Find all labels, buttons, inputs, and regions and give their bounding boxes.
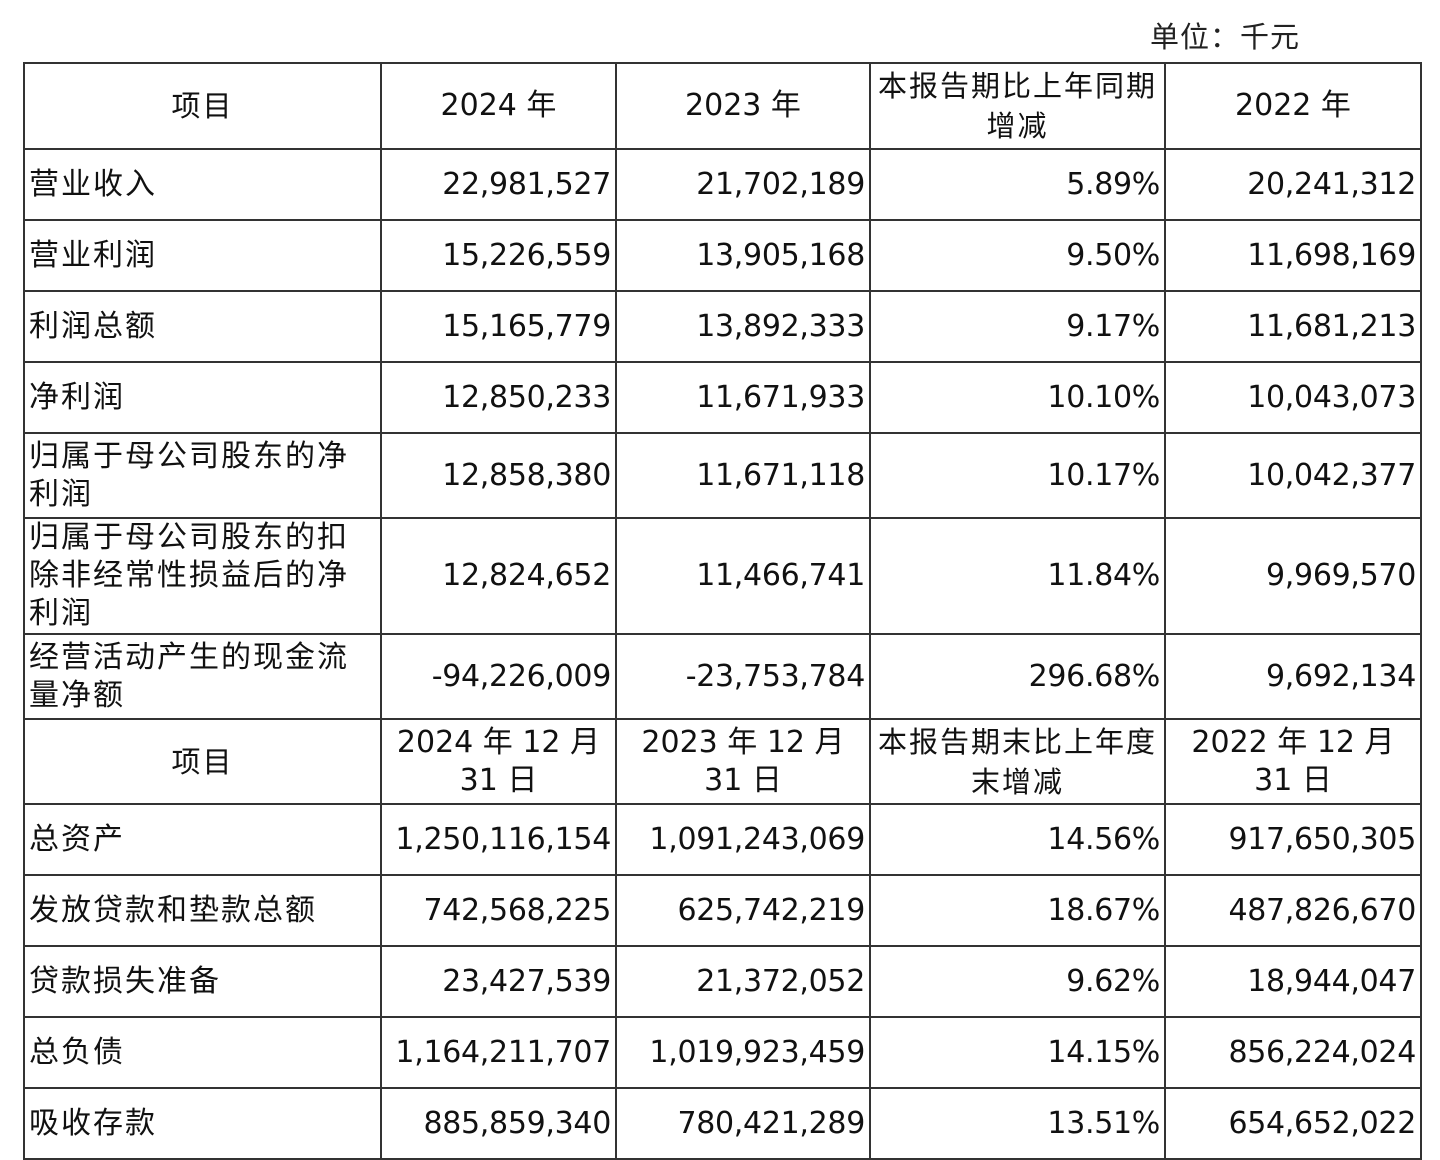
row-label: 营业收入	[23, 148, 382, 221]
table-row: 营业收入 22,981,527 21,702,189 5.89% 20,241,312	[23, 148, 1422, 221]
change-percent: 5.89%	[869, 148, 1166, 221]
change-percent: 9.50%	[869, 219, 1166, 292]
header-2022: 2022 年 12 月 31 日	[1164, 718, 1422, 805]
value-2024: 15,226,559	[380, 219, 617, 292]
value-2022: 18,944,047	[1164, 945, 1422, 1018]
unit-label: 单位：千元	[1150, 20, 1301, 54]
change-percent: 13.51%	[869, 1087, 1166, 1160]
value-2024: 12,824,652	[380, 517, 617, 635]
value-2024: 23,427,539	[380, 945, 617, 1018]
change-percent: 10.10%	[869, 361, 1166, 434]
table-header-row: 项目 2024 年 12 月 31 日 2023 年 12 月 31 日本报告期末比…	[23, 718, 1422, 805]
row-label: 营业利润	[23, 219, 382, 292]
table-body: 项目 2024 年 2023 年 本报告期比上年同期增减 2022 年 营业收入…	[23, 62, 1422, 1160]
row-label: 总资产	[23, 803, 382, 876]
value-2024: 12,858,380	[380, 432, 617, 519]
row-label: 吸收存款	[23, 1087, 382, 1160]
header-2024: 2024 年	[380, 62, 617, 150]
value-2023: 625,742,219	[615, 874, 871, 947]
row-label: 贷款损失准备	[23, 945, 382, 1018]
table-header-row: 项目 2024 年 2023 年 本报告期比上年同期增减 2022 年	[23, 62, 1422, 150]
header-2024: 2024 年 12 月 31 日	[380, 718, 617, 805]
header-2023: 2023 年	[615, 62, 871, 150]
change-percent: 9.62%	[869, 945, 1166, 1018]
table-row: 净利润 12,850,233 11,671,933 10.10% 10,043,073	[23, 361, 1422, 434]
row-label: 归属于母公司股东的净利润	[23, 432, 382, 519]
value-2022: 11,698,169	[1164, 219, 1422, 292]
table-row: 总资产 1,250,116,154 1,091,243,069 14.56% 917,6…	[23, 803, 1422, 876]
value-2023: 21,372,052	[615, 945, 871, 1018]
header-item: 项目	[23, 62, 382, 150]
table-row: 归属于母公司股东的扣除非经常性损益后的净利润 12,824,652 11,466,7…	[23, 517, 1422, 635]
value-2022: 487,826,670	[1164, 874, 1422, 947]
value-2023: -23,753,784	[615, 633, 871, 720]
value-2023: 21,702,189	[615, 148, 871, 221]
row-label: 发放贷款和垫款总额	[23, 874, 382, 947]
value-2022: 11,681,213	[1164, 290, 1422, 363]
value-2024: 1,164,211,707	[380, 1016, 617, 1089]
row-label: 净利润	[23, 361, 382, 434]
change-percent: 11.84%	[869, 517, 1166, 635]
value-2023: 11,671,933	[615, 361, 871, 434]
value-2022: 9,692,134	[1164, 633, 1422, 720]
header-change: 本报告期比上年同期增减	[869, 62, 1166, 150]
table-row: 经营活动产生的现金流量净额 -94,226,009 -23,753,784 296.6…	[23, 633, 1422, 720]
value-2023: 1,091,243,069	[615, 803, 871, 876]
value-2023: 780,421,289	[615, 1087, 871, 1160]
value-2022: 917,650,305	[1164, 803, 1422, 876]
change-percent: 14.15%	[869, 1016, 1166, 1089]
value-2023: 13,905,168	[615, 219, 871, 292]
change-percent: 10.17%	[869, 432, 1166, 519]
value-2023: 11,466,741	[615, 517, 871, 635]
value-2024: 22,981,527	[380, 148, 617, 221]
table-row: 发放贷款和垫款总额 742,568,225 625,742,219 18.67% 487…	[23, 874, 1422, 947]
value-2022: 654,652,022	[1164, 1087, 1422, 1160]
value-2022: 10,043,073	[1164, 361, 1422, 434]
header-2023: 2023 年 12 月 31 日	[615, 718, 871, 805]
value-2022: 856,224,024	[1164, 1016, 1422, 1089]
row-label: 归属于母公司股东的扣除非经常性损益后的净利润	[23, 517, 382, 635]
value-2022: 20,241,312	[1164, 148, 1422, 221]
table-row: 利润总额 15,165,779 13,892,333 9.17% 11,681,213	[23, 290, 1422, 363]
change-percent: 18.67%	[869, 874, 1166, 947]
header-change: 本报告期末比上年度末增减	[869, 718, 1166, 805]
change-percent: 14.56%	[869, 803, 1166, 876]
header-item: 项目	[23, 718, 382, 805]
row-label: 经营活动产生的现金流量净额	[23, 633, 382, 720]
row-label: 总负债	[23, 1016, 382, 1089]
table-row: 营业利润 15,226,559 13,905,168 9.50% 11,698,169	[23, 219, 1422, 292]
value-2024: 742,568,225	[380, 874, 617, 947]
value-2023: 11,671,118	[615, 432, 871, 519]
value-2024: 15,165,779	[380, 290, 617, 363]
table-row: 总负债 1,164,211,707 1,019,923,459 14.15% 856,2…	[23, 1016, 1422, 1089]
change-percent: 9.17%	[869, 290, 1166, 363]
value-2024: 12,850,233	[380, 361, 617, 434]
change-percent: 296.68%	[869, 633, 1166, 720]
value-2023: 13,892,333	[615, 290, 871, 363]
value-2024: 1,250,116,154	[380, 803, 617, 876]
header-2022: 2022 年	[1164, 62, 1422, 150]
table-row: 归属于母公司股东的净利润 12,858,380 11,671,118 10.17% 10…	[23, 432, 1422, 519]
value-2024: 885,859,340	[380, 1087, 617, 1160]
table-row: 吸收存款 885,859,340 780,421,289 13.51% 654,652,…	[23, 1087, 1422, 1160]
value-2023: 1,019,923,459	[615, 1016, 871, 1089]
value-2022: 10,042,377	[1164, 432, 1422, 519]
value-2022: 9,969,570	[1164, 517, 1422, 635]
table-row: 贷款损失准备 23,427,539 21,372,052 9.62% 18,944,04…	[23, 945, 1422, 1018]
value-2024: -94,226,009	[380, 633, 617, 720]
row-label: 利润总额	[23, 290, 382, 363]
financial-data-table: 项目 2024 年 2023 年 本报告期比上年同期增减 2022 年 营业收入…	[23, 62, 1422, 1160]
